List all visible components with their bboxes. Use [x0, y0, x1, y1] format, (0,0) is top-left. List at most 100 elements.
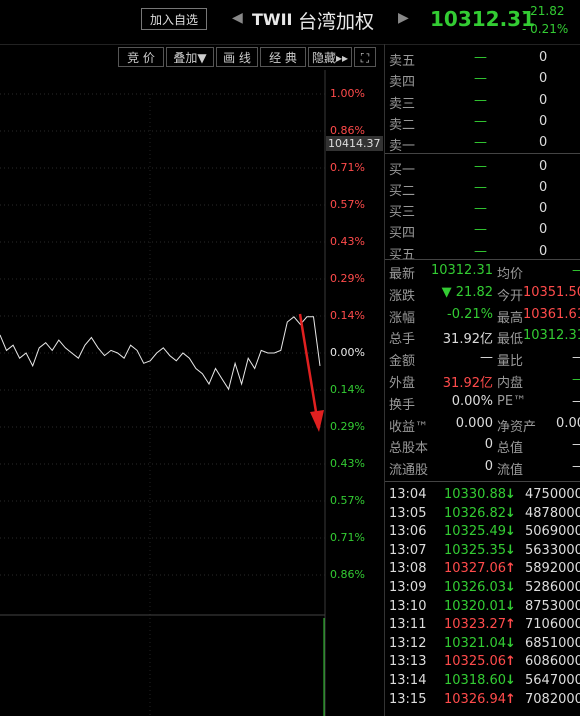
classic-button[interactable]: 经 典 — [260, 47, 306, 67]
quote-row: 涨幅 -0.21% 最高 10361.61 — [389, 307, 580, 328]
orderbook-row: 卖五 — 0 — [389, 50, 580, 71]
tick-time: 13:04 — [389, 487, 427, 502]
tick-row: 13:14 10318.60 ↓ 5647000 — [389, 673, 580, 694]
quote-row: 最新 10312.31 均价 — — [389, 263, 580, 284]
quote-value: 0.00% — [451, 393, 493, 409]
quote-value: 0.000 — [455, 415, 493, 431]
orderbook-label: 买一 — [389, 162, 416, 178]
quote-label: 最低 — [497, 332, 524, 348]
intraday-chart[interactable]: 1.00% 0.86% 0.71% 0.57% 0.43% 0.29% 0.14% 0.00%… — [0, 70, 383, 716]
axis-tick-label: 0.86% — [330, 568, 365, 581]
tick-volume: 5069000 — [525, 524, 580, 540]
tick-direction-icon: ↓ — [505, 598, 516, 614]
orderbook-label: 卖一 — [389, 139, 416, 155]
tick-time: 13:10 — [389, 598, 427, 614]
orderbook-label: 买五 — [389, 247, 416, 263]
axis-tick-label: 0.00% — [330, 346, 365, 359]
orderbook-row: 卖三 — 0 — [389, 93, 580, 114]
orderbook-price: — — [474, 243, 487, 259]
axis-tick-label: 0.29% — [330, 420, 365, 433]
tick-row: 13:04 10330.88 ↓ 4750000 — [389, 487, 580, 508]
quote-label: 量比 — [497, 354, 524, 370]
expand-icon[interactable]: ⛶ — [354, 47, 376, 67]
tick-volume: 7082000 — [525, 691, 580, 707]
tick-time: 13:05 — [389, 505, 427, 521]
tick-row: 13:12 10321.04 ↓ 6851000 — [389, 636, 580, 657]
tick-direction-icon: ↓ — [505, 487, 516, 502]
price-line — [0, 316, 321, 391]
tick-price: 10326.82 — [444, 505, 507, 521]
quote-row: 换手 0.00%PE™ — — [389, 394, 580, 415]
tick-price: 10327.06 — [444, 561, 507, 577]
tick-direction-icon: ↑ — [505, 617, 516, 633]
quote-value: — — [572, 350, 580, 365]
annotation-arrow-head — [310, 410, 324, 432]
overlay-dropdown[interactable]: 叠加▼ — [166, 47, 214, 67]
tick-time: 13:13 — [389, 654, 427, 670]
add-to-watchlist-button[interactable]: 加入自选 — [141, 8, 207, 30]
hide-panel-button[interactable]: 隐藏▸▸ — [308, 47, 352, 67]
chart-canvas — [0, 70, 326, 716]
quote-value: — — [572, 372, 580, 387]
quote-row: 涨跌 ▼ 21.82 今开 10351.50 — [389, 285, 580, 306]
tick-price: 10321.04 — [444, 635, 507, 651]
quote-label: 收益™ — [389, 419, 429, 435]
orderbook-price: — — [474, 50, 487, 65]
quote-label: 外盘 — [389, 376, 416, 391]
quote-value: 0 — [484, 459, 493, 475]
quote-panel: 卖五 — 0 卖四 — 0 卖三 — 0 卖二 — 0 卖一 — 0 买一 — 0 买二 — 0 买三 — 0 买四 — 0 买五 — 0… — [384, 44, 580, 716]
quote-value: 10361.61 — [522, 306, 580, 322]
tick-price: 10326.94 — [444, 691, 507, 707]
quote-label: 金额 — [389, 354, 416, 370]
orderbook-volume: 0 — [539, 179, 548, 195]
price-change-pct: - 0.21% — [522, 22, 569, 36]
axis-tick-label: 0.57% — [330, 198, 365, 211]
tick-volume: 8753000 — [525, 598, 580, 614]
orderbook-row: 卖二 — 0 — [389, 114, 580, 135]
tick-time: 13:12 — [389, 635, 427, 651]
tick-price: 10320.01 — [444, 598, 507, 614]
quote-label: 总股本 — [389, 441, 429, 457]
orderbook-volume: 0 — [539, 158, 548, 174]
quote-row: 流通股 0流值 — — [389, 459, 580, 480]
orderbook-row: 卖一 — 0 — [389, 135, 580, 156]
tick-time: 13:11 — [389, 617, 427, 633]
quote-label: PE™ — [497, 393, 527, 409]
symbol-code: TWII — [252, 10, 293, 29]
annotation-arrow — [298, 313, 319, 419]
orderbook-volume: 0 — [539, 92, 548, 108]
axis-tick-label: 0.43% — [330, 235, 365, 248]
axis-tick-label: 0.86% — [330, 124, 365, 137]
axis-tick-label: 0.29% — [330, 272, 365, 285]
tick-direction-icon: ↓ — [505, 673, 516, 688]
quote-label: 涨幅 — [389, 310, 416, 326]
tick-direction-icon: ↓ — [505, 580, 516, 595]
quote-label: 总值 — [497, 441, 524, 457]
tick-price: 10326.03 — [444, 580, 507, 595]
next-symbol-icon[interactable]: ▶ — [398, 10, 409, 26]
orderbook-label: 卖三 — [389, 96, 416, 112]
tick-direction-icon: ↓ — [505, 542, 516, 558]
axis-tick-label: 0.14% — [330, 383, 365, 396]
prev-symbol-icon[interactable]: ◀ — [232, 10, 243, 26]
orderbook-volume: 0 — [539, 113, 548, 129]
orderbook-volume: 0 — [539, 222, 548, 238]
quote-header: 加入自选 ◀ TWII 台湾加权 ▶ 10312.31 - 21.82 - 0.… — [0, 0, 580, 45]
orderbook-label: 卖四 — [389, 75, 416, 91]
quote-label: 总手 — [389, 332, 416, 348]
tick-row: 13:11 10323.27 ↑ 7106000 — [389, 617, 580, 638]
draw-line-button[interactable]: 画 线 — [216, 47, 258, 67]
quote-value: — — [572, 437, 580, 452]
orderbook-price: — — [474, 179, 487, 195]
tick-volume: 5286000 — [525, 580, 580, 595]
axis-tick-label: 0.14% — [330, 309, 365, 322]
price-change: - 21.82 — [522, 4, 565, 18]
tick-price: 10325.35 — [444, 542, 507, 558]
quote-value: 10312.31 — [522, 328, 580, 344]
bid-button[interactable]: 竞 价 — [118, 47, 164, 67]
tick-direction-icon: ↑ — [505, 654, 516, 670]
axis-tick-label: 0.57% — [330, 494, 365, 507]
orderbook-label: 买四 — [389, 226, 416, 242]
